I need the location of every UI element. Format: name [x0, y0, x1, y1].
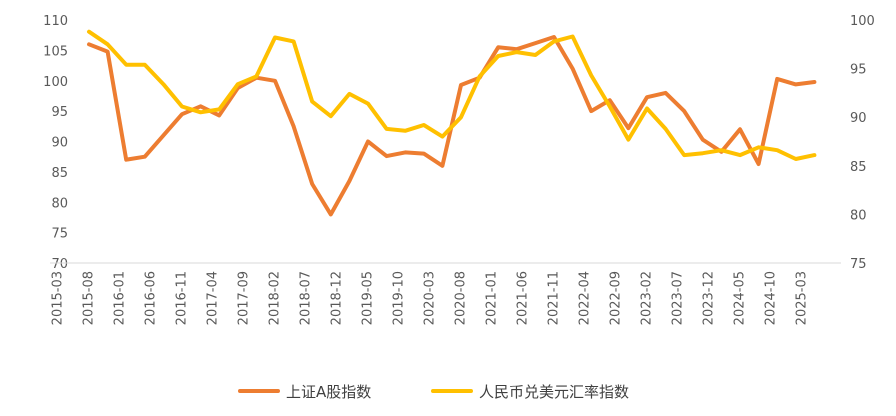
- x-tick-label: 2024-05: [733, 271, 748, 325]
- x-tick-label: 2021-06: [516, 271, 531, 325]
- y-left-tick-label: 110: [43, 14, 68, 29]
- x-tick-label: 2024-10: [764, 271, 779, 325]
- y-right-tick-label: 100: [850, 14, 875, 29]
- x-tick-label: 2018-12: [330, 271, 345, 325]
- x-tick-label: 2021-11: [547, 271, 562, 325]
- y-right-tick-label: 90: [850, 111, 867, 126]
- legend: 上证A股指数 人民币兑美元汇率指数: [238, 383, 629, 401]
- y-left-tick-label: 95: [51, 105, 68, 120]
- x-tick-label: 2016-01: [113, 271, 128, 325]
- x-tick-label: 2025-03: [795, 271, 810, 325]
- y-left-tick-label: 105: [43, 44, 68, 59]
- y-left-tick-label: 70: [51, 257, 68, 272]
- y-right-tick-label: 75: [850, 257, 867, 272]
- y-left-tick-label: 75: [51, 227, 68, 242]
- x-tick-label: 2022-04: [578, 271, 593, 325]
- x-tick-label: 2017-04: [206, 271, 221, 325]
- x-tick-label: 2015-08: [82, 271, 97, 325]
- y-left-tick-label: 85: [51, 166, 68, 181]
- x-axis-ticks: 2015-03 2015-08 2016-01 2016-06 2016-11 2017-…: [51, 271, 810, 325]
- x-tick-label: 2023-12: [702, 271, 717, 325]
- legend-label: 人民币兑美元汇率指数: [479, 383, 629, 401]
- y-left-tick-label: 90: [51, 136, 68, 151]
- y-right-tick-label: 80: [850, 208, 867, 223]
- x-tick-label: 2018-02: [268, 271, 283, 325]
- y-right-axis-ticks: 75 80 85 90 95 100: [850, 14, 875, 272]
- x-tick-label: 2018-07: [299, 271, 314, 325]
- y-right-tick-label: 85: [850, 160, 867, 175]
- x-tick-label: 2017-09: [237, 271, 252, 325]
- x-tick-label: 2019-05: [361, 271, 376, 325]
- x-tick-label: 2020-03: [423, 271, 438, 325]
- legend-label: 上证A股指数: [286, 383, 371, 401]
- series-line-2: [87, 29, 817, 161]
- y-left-axis-ticks: 70 75 80 85 90 95 100 105 110: [43, 14, 68, 272]
- y-left-tick-label: 100: [43, 75, 68, 90]
- x-tick-label: 2020-08: [454, 271, 469, 325]
- x-tick-label: 2016-06: [144, 271, 159, 325]
- x-tick-label: 2023-02: [640, 271, 655, 325]
- x-tick-label: 2021-01: [485, 271, 500, 325]
- x-tick-label: 2023-07: [671, 271, 686, 325]
- y-right-tick-label: 95: [850, 63, 867, 78]
- series-lines: [87, 29, 817, 217]
- y-left-tick-label: 80: [51, 196, 68, 211]
- x-tick-label: 2022-09: [609, 271, 624, 325]
- x-tick-label: 2019-10: [392, 271, 407, 325]
- x-tick-label: 2016-11: [175, 271, 190, 325]
- x-tick-label: 2015-03: [51, 271, 66, 325]
